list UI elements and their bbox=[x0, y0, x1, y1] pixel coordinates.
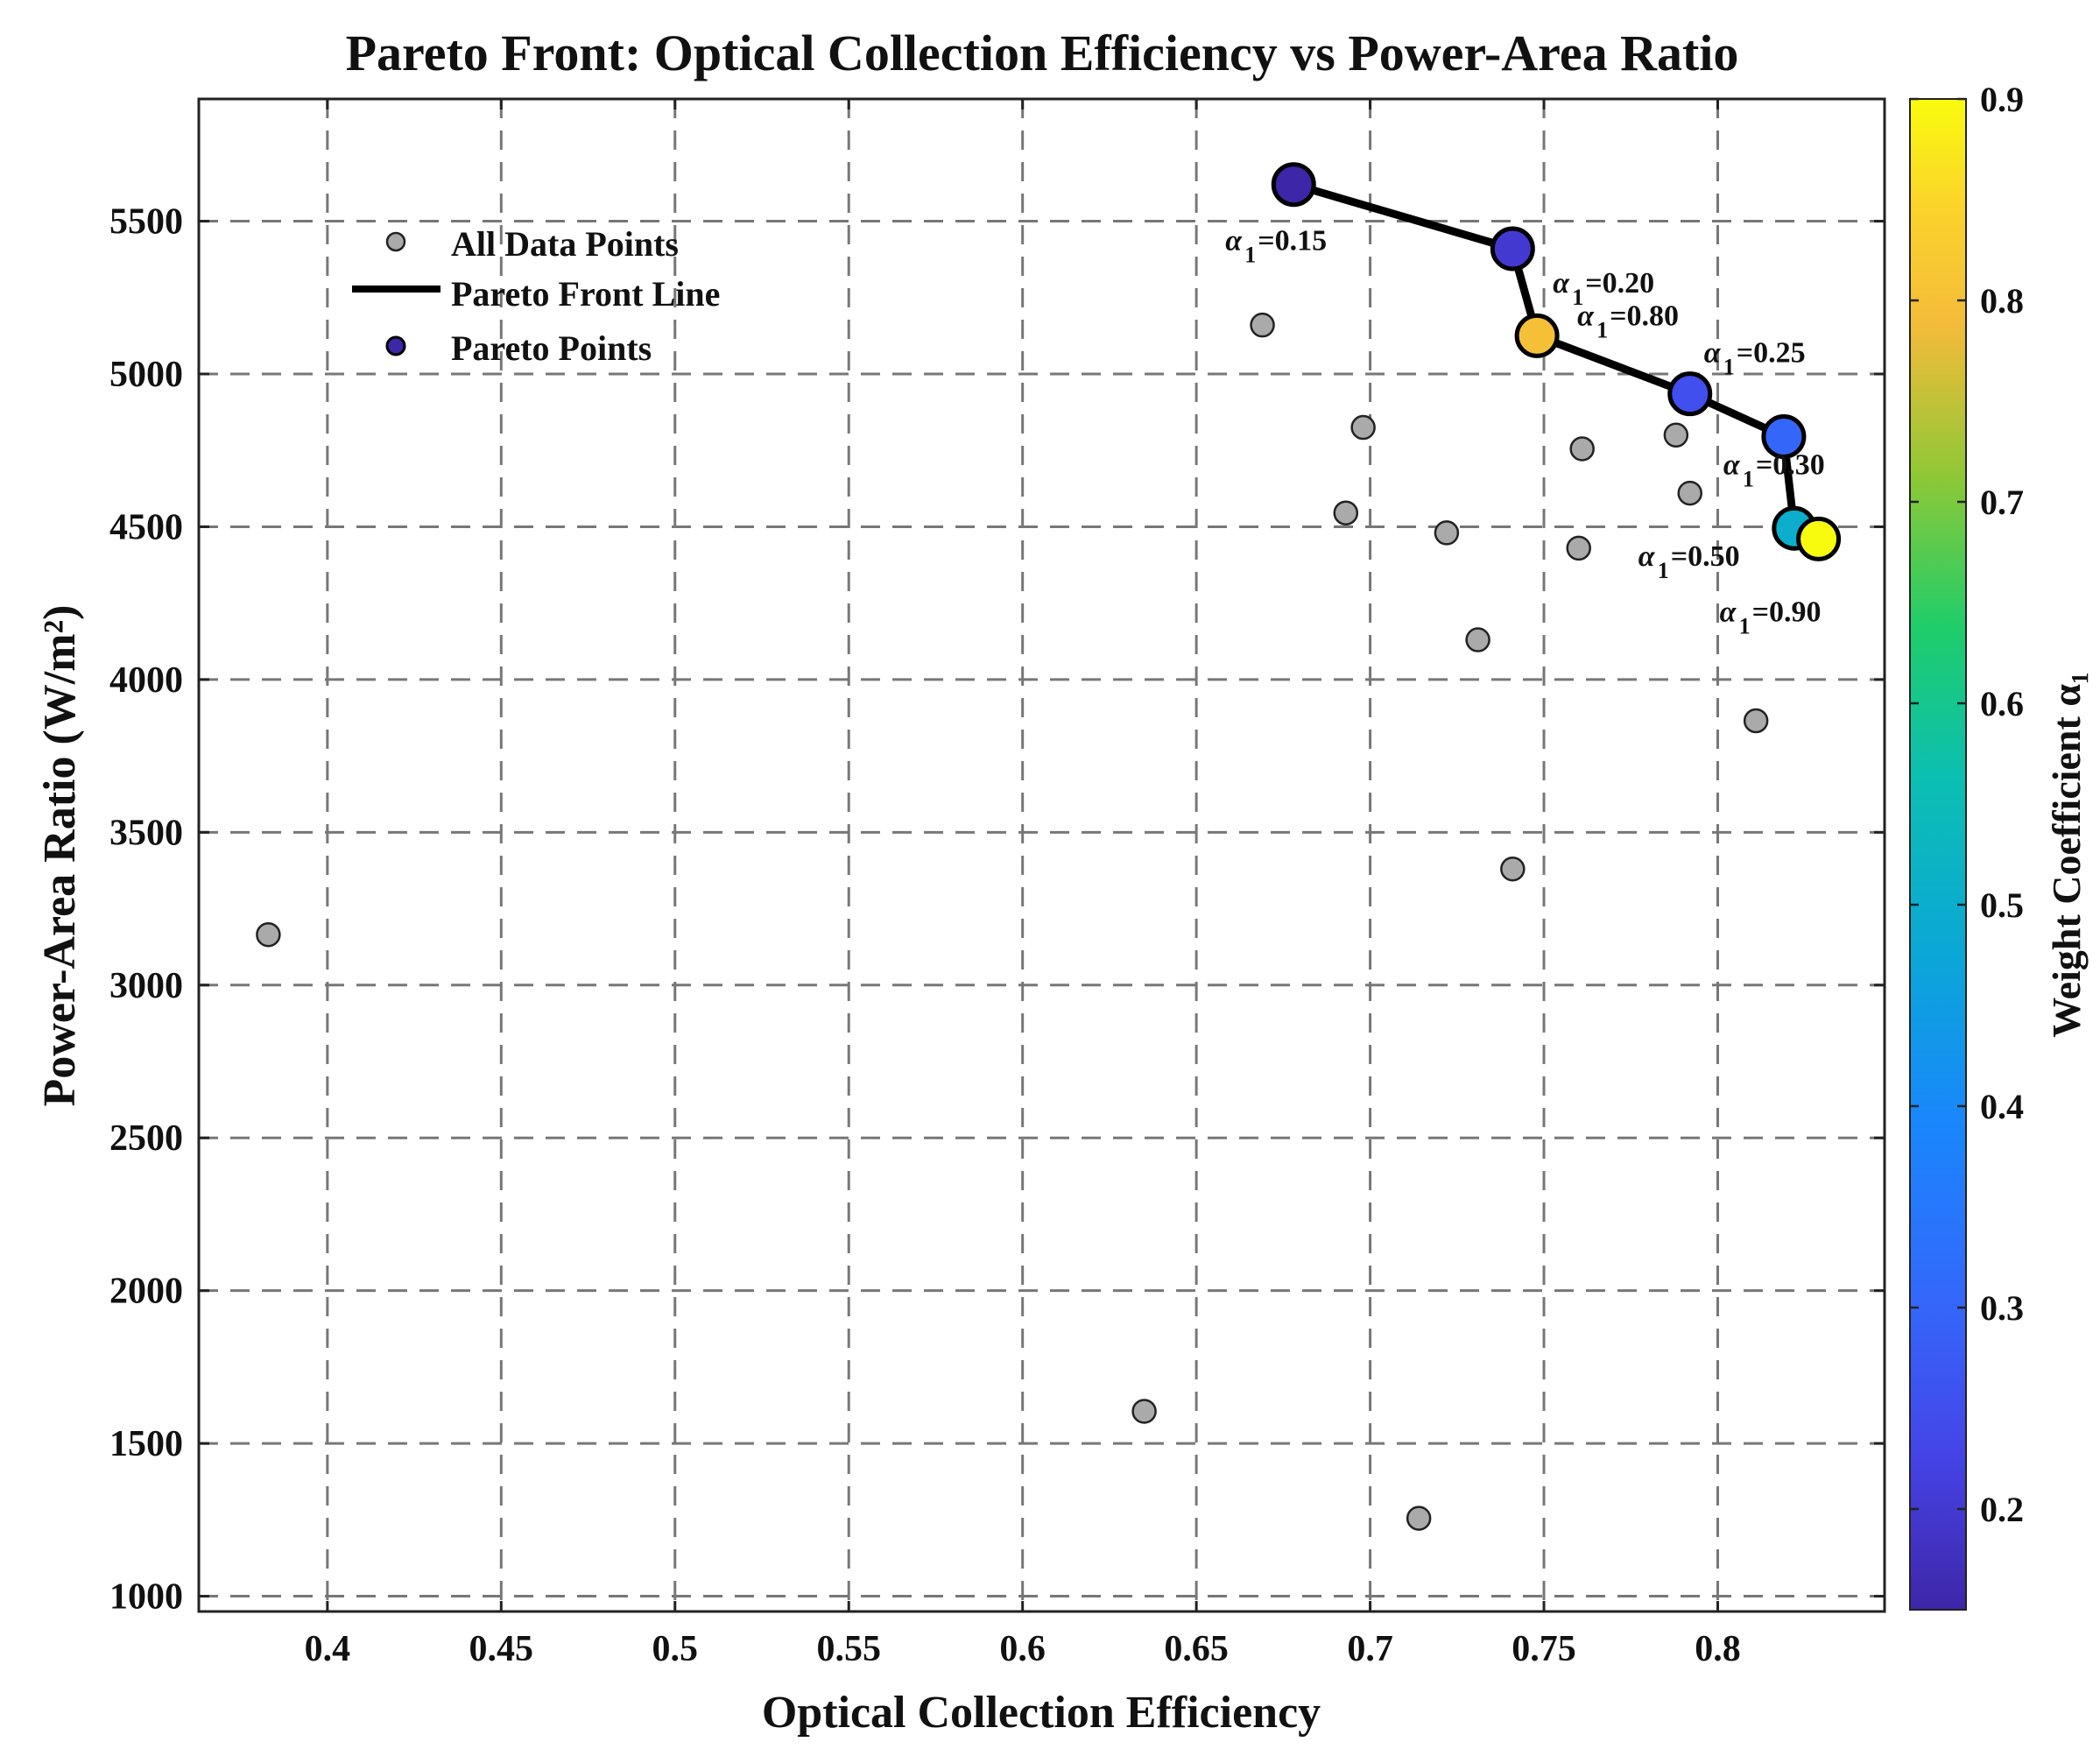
pareto-point-label: α 1 =0.80 bbox=[1577, 300, 1679, 342]
legend-all-points-marker bbox=[385, 231, 406, 252]
colorbar-tick-label: 0.5 bbox=[1980, 885, 2024, 925]
label-alpha-value: =0.20 bbox=[1585, 267, 1654, 300]
label-alpha-symbol: α bbox=[1720, 596, 1737, 628]
data-point bbox=[1131, 1399, 1157, 1424]
legend-all-points-label: All Data Points bbox=[451, 224, 679, 264]
y-tick-label: 1000 bbox=[109, 1577, 183, 1618]
x-tick-label: 0.6 bbox=[999, 1629, 1046, 1669]
y-tick-label: 4000 bbox=[109, 660, 183, 701]
data-point bbox=[1500, 856, 1526, 882]
y-tick-label: 2000 bbox=[109, 1272, 183, 1312]
label-alpha-subscript: 1 bbox=[1244, 243, 1256, 268]
label-alpha-value: =0.25 bbox=[1737, 337, 1806, 370]
data-point bbox=[1250, 312, 1275, 338]
pareto-point bbox=[1667, 371, 1713, 417]
data-point bbox=[256, 921, 281, 948]
y-tick-label: 3500 bbox=[109, 813, 183, 853]
label-alpha-subscript: 1 bbox=[1596, 317, 1608, 342]
chart-title: Pareto Front: Optical Collection Efficie… bbox=[346, 25, 1739, 81]
x-tick-label: 0.8 bbox=[1695, 1629, 1741, 1669]
pareto-point-label: α 1 =0.30 bbox=[1723, 449, 1825, 492]
data-point bbox=[1663, 422, 1689, 448]
x-tick-label: 0.7 bbox=[1347, 1629, 1393, 1669]
label-alpha-subscript: 1 bbox=[1723, 355, 1735, 380]
legend-pareto-line-label: Pareto Front Line bbox=[451, 274, 720, 314]
y-tick-label: 5500 bbox=[109, 202, 183, 243]
pareto-points bbox=[1271, 162, 1842, 561]
x-tick-label: 0.55 bbox=[816, 1629, 881, 1669]
y-axis-ticks: 1000 1500 2000 2500 3000 3500 4000 4500 5000 5500 bbox=[109, 202, 1885, 1618]
pareto-point-label: α 1 =0.90 bbox=[1720, 596, 1822, 638]
x-axis-title: Optical Collection Efficiency bbox=[762, 1688, 1321, 1738]
colorbar-title: Weight Coefficient α₁ bbox=[2044, 672, 2089, 1038]
plot-area-frame bbox=[197, 97, 1886, 1613]
legend-pareto-points-marker bbox=[385, 335, 406, 356]
x-axis-ticks: 0.4 0.45 0.5 0.55 0.6 0.65 0.7 0.75 0.8 bbox=[305, 99, 1741, 1669]
pareto-point bbox=[1271, 162, 1316, 208]
label-alpha-value: =0.80 bbox=[1610, 300, 1679, 332]
label-alpha-symbol: α bbox=[1704, 337, 1722, 370]
label-alpha-value: =0.15 bbox=[1258, 225, 1327, 257]
y-tick-label: 1500 bbox=[109, 1424, 183, 1464]
label-alpha-value: =0.50 bbox=[1671, 540, 1740, 573]
colorbar: 0.2 0.3 0.4 0.5 0.6 0.7 0.8 0.9 Weight Coeffici… bbox=[1909, 80, 2089, 1611]
x-tick-label: 0.4 bbox=[305, 1629, 351, 1669]
colorbar-tick-label: 0.8 bbox=[1980, 281, 2024, 321]
data-point bbox=[1566, 535, 1591, 561]
y-tick-label: 3000 bbox=[109, 966, 183, 1006]
data-point bbox=[1465, 627, 1490, 652]
all-data-points bbox=[256, 312, 1769, 1531]
pareto-point-label: α 1 =0.20 bbox=[1553, 267, 1654, 310]
pareto-point bbox=[1490, 226, 1535, 272]
colorbar-tick-label: 0.2 bbox=[1980, 1490, 2024, 1529]
label-alpha-symbol: α bbox=[1638, 540, 1656, 573]
colorbar-tick-label: 0.9 bbox=[1980, 80, 2024, 119]
pareto-point bbox=[1796, 516, 1842, 561]
x-tick-label: 0.75 bbox=[1512, 1629, 1576, 1669]
label-alpha-symbol: α bbox=[1225, 225, 1243, 257]
label-alpha-value: =0.90 bbox=[1752, 596, 1822, 628]
grid-layer bbox=[199, 99, 1885, 1611]
colorbar-ticks: 0.2 0.3 0.4 0.5 0.6 0.7 0.8 0.9 bbox=[1910, 80, 2024, 1529]
data-point bbox=[1434, 520, 1460, 546]
pareto-point-label: α 1 =0.25 bbox=[1704, 337, 1806, 380]
legend-pareto-points-label: Pareto Points bbox=[451, 328, 652, 368]
data-point bbox=[1677, 480, 1702, 506]
label-alpha-subscript: 1 bbox=[1739, 613, 1751, 638]
y-tick-label: 5000 bbox=[109, 355, 183, 395]
legend: All Data Points Pareto Front Line Pareto… bbox=[352, 224, 720, 368]
label-alpha-symbol: α bbox=[1723, 449, 1741, 482]
colorbar-tick-label: 0.7 bbox=[1980, 483, 2024, 522]
label-alpha-value: =0.30 bbox=[1756, 449, 1825, 482]
data-point bbox=[1333, 500, 1359, 525]
data-point bbox=[1743, 708, 1769, 734]
label-alpha-subscript: 1 bbox=[1572, 285, 1583, 310]
x-tick-label: 0.65 bbox=[1164, 1629, 1229, 1669]
colorbar-tick-label: 0.6 bbox=[1980, 684, 2024, 723]
colorbar-tick-label: 0.4 bbox=[1980, 1087, 2024, 1126]
colorbar-tick-label: 0.3 bbox=[1980, 1288, 2024, 1328]
pareto-point-label: α 1 =0.50 bbox=[1638, 540, 1740, 583]
label-alpha-symbol: α bbox=[1577, 300, 1595, 332]
pareto-point-label: α 1 =0.15 bbox=[1225, 225, 1327, 268]
x-tick-label: 0.5 bbox=[652, 1629, 699, 1669]
label-alpha-subscript: 1 bbox=[1743, 467, 1754, 492]
data-point bbox=[1569, 436, 1595, 462]
pareto-point bbox=[1761, 414, 1807, 460]
pareto-point bbox=[1514, 313, 1560, 358]
y-tick-label: 2500 bbox=[109, 1118, 183, 1159]
data-point bbox=[1350, 414, 1376, 441]
label-alpha-symbol: α bbox=[1553, 267, 1570, 300]
data-point bbox=[1406, 1506, 1432, 1531]
x-tick-label: 0.45 bbox=[469, 1629, 534, 1669]
label-alpha-subscript: 1 bbox=[1658, 558, 1669, 583]
pareto-point-labels: α 1 =0.15α 1 =0.20α 1 =0.80α 1 =0.25α 1 =0.30α 1 =0.… bbox=[1225, 225, 1825, 639]
colorbar-gradient bbox=[1909, 98, 1967, 1611]
y-axis-title: Power-Area Ratio (W/m²) bbox=[35, 605, 85, 1107]
y-tick-label: 4500 bbox=[109, 507, 183, 547]
